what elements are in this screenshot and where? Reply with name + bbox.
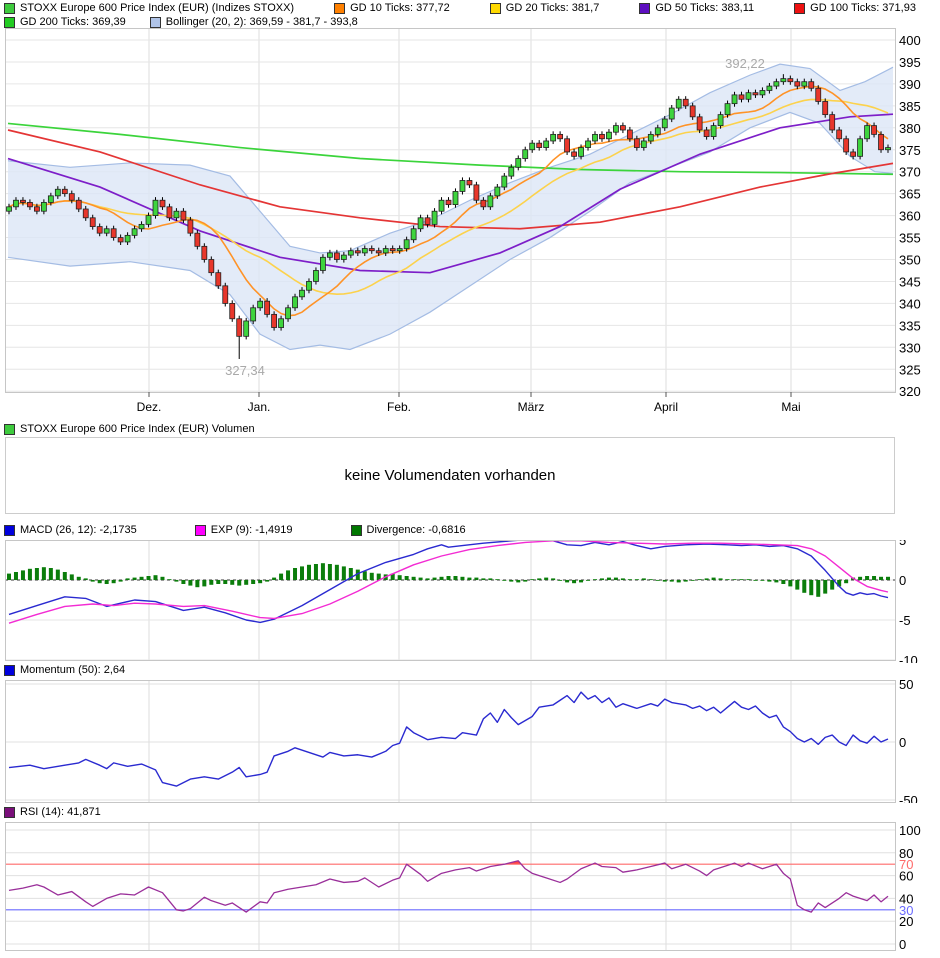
price-legend-row-1: STOXX Europe 600 Price Index (EUR) (Indi… — [4, 2, 916, 14]
gd20-swatch-icon — [489, 2, 501, 14]
macd-legend-row: MACD (26, 12): -2,1735 EXP (9): -1,4919 … — [4, 524, 466, 536]
svg-text:-50: -50 — [899, 793, 918, 803]
svg-text:80: 80 — [899, 846, 913, 861]
legend-gd20: GD 20 Ticks: 381,7 — [489, 2, 600, 14]
svg-text:März: März — [518, 400, 545, 414]
svg-text:380: 380 — [899, 121, 921, 136]
exp-label: EXP (9): -1,4919 — [210, 524, 293, 536]
rsi-chart-canvas[interactable]: 100 80 60 40 20 0 70 30 — [0, 822, 940, 952]
gd200-swatch-icon — [4, 16, 15, 28]
svg-text:50: 50 — [899, 680, 913, 692]
svg-text:30: 30 — [899, 903, 913, 918]
svg-text:385: 385 — [899, 99, 921, 114]
svg-text:320: 320 — [899, 384, 921, 399]
svg-text:-10: -10 — [899, 653, 918, 663]
volume-swatch-icon — [4, 423, 15, 435]
volume-empty-message: keine Volumendaten vorhanden — [344, 467, 556, 484]
legend-price-series: STOXX Europe 600 Price Index (EUR) (Indi… — [4, 2, 294, 14]
svg-text:20: 20 — [899, 914, 913, 929]
gd10-swatch-icon — [334, 2, 346, 14]
svg-text:0: 0 — [899, 735, 906, 750]
momentum-label: Momentum (50): 2,64 — [20, 664, 126, 676]
svg-text:370: 370 — [899, 165, 921, 180]
legend-momentum: Momentum (50): 2,64 — [4, 664, 125, 676]
divergence-label: Divergence: -0,6816 — [366, 524, 466, 536]
macd-swatch-icon — [4, 524, 15, 536]
svg-text:345: 345 — [899, 274, 921, 289]
svg-text:330: 330 — [899, 340, 921, 355]
momentum-chart-canvas[interactable]: 50 0 -50 — [0, 680, 940, 803]
svg-text:Mai: Mai — [781, 400, 800, 414]
svg-text:0: 0 — [899, 937, 906, 952]
svg-text:40: 40 — [899, 891, 913, 906]
svg-text:365: 365 — [899, 187, 921, 202]
svg-text:5: 5 — [899, 540, 906, 548]
volume-label: STOXX Europe 600 Price Index (EUR) Volum… — [20, 423, 255, 435]
legend-macd: MACD (26, 12): -2,1735 — [4, 524, 137, 536]
rsi-swatch-icon — [4, 806, 15, 818]
legend-bollinger: Bollinger (20, 2): 369,59 - 381,7 - 393,… — [149, 16, 358, 28]
macd-chart-canvas[interactable]: 5 0 -5 -10 — [0, 540, 940, 663]
legend-gd100: GD 100 Ticks: 371,93 — [794, 2, 916, 14]
price-series-label: STOXX Europe 600 Price Index (EUR) (Indi… — [20, 2, 295, 14]
svg-text:325: 325 — [899, 362, 921, 377]
gd100-swatch-icon — [794, 2, 806, 14]
svg-text:Dez.: Dez. — [137, 400, 162, 414]
bollinger-label: Bollinger (20, 2): 369,59 - 381,7 - 393,… — [165, 16, 358, 28]
svg-text:392,22: 392,22 — [725, 56, 765, 71]
volume-panel[interactable]: keine Volumendaten vorhanden — [5, 437, 895, 514]
price-chart-canvas[interactable]: 400 395 390 385 380 375 370 365 360 355 350 345 340 3… — [0, 28, 940, 420]
legend-volume: STOXX Europe 600 Price Index (EUR) Volum… — [4, 423, 255, 435]
divergence-swatch-icon — [350, 524, 362, 536]
svg-text:340: 340 — [899, 296, 921, 311]
gd10-label: GD 10 Ticks: 377,72 — [350, 2, 450, 14]
momentum-swatch-icon — [4, 664, 15, 676]
svg-text:70: 70 — [899, 857, 913, 872]
gd50-swatch-icon — [639, 2, 651, 14]
svg-text:April: April — [654, 400, 678, 414]
svg-text:100: 100 — [899, 823, 921, 838]
legend-gd200: GD 200 Ticks: 369,39 — [4, 16, 126, 28]
svg-text:0: 0 — [899, 573, 906, 588]
legend-divergence: Divergence: -0,6816 — [350, 524, 466, 536]
gd200-label: GD 200 Ticks: 369,39 — [20, 16, 126, 28]
gd50-label: GD 50 Ticks: 383,11 — [655, 2, 755, 14]
svg-text:-5: -5 — [899, 613, 911, 628]
price-legend-row-2: GD 200 Ticks: 369,39 Bollinger (20, 2): … — [4, 16, 358, 28]
legend-exp: EXP (9): -1,4919 — [194, 524, 293, 536]
macd-label: MACD (26, 12): -2,1735 — [20, 524, 137, 536]
svg-text:Feb.: Feb. — [387, 400, 411, 414]
svg-text:60: 60 — [899, 869, 913, 884]
svg-text:335: 335 — [899, 318, 921, 333]
svg-text:400: 400 — [899, 33, 921, 48]
exp-swatch-icon — [194, 524, 206, 536]
bollinger-swatch-icon — [149, 16, 161, 28]
svg-text:360: 360 — [899, 209, 921, 224]
rsi-legend-row: RSI (14): 41,871 — [4, 806, 101, 818]
momentum-legend-row: Momentum (50): 2,64 — [4, 664, 125, 676]
svg-text:390: 390 — [899, 77, 921, 92]
svg-text:327,34: 327,34 — [225, 363, 265, 378]
price-series-swatch-icon — [4, 2, 15, 14]
gd20-label: GD 20 Ticks: 381,7 — [505, 2, 600, 14]
svg-text:Jan.: Jan. — [248, 400, 271, 414]
legend-gd10: GD 10 Ticks: 377,72 — [334, 2, 450, 14]
gd100-label: GD 100 Ticks: 371,93 — [810, 2, 916, 14]
svg-text:350: 350 — [899, 253, 921, 268]
legend-gd50: GD 50 Ticks: 383,11 — [639, 2, 754, 14]
rsi-label: RSI (14): 41,871 — [20, 806, 101, 818]
svg-text:355: 355 — [899, 231, 921, 246]
legend-rsi: RSI (14): 41,871 — [4, 806, 101, 818]
svg-text:395: 395 — [899, 55, 921, 70]
volume-legend-row: STOXX Europe 600 Price Index (EUR) Volum… — [4, 423, 255, 435]
svg-text:375: 375 — [899, 143, 921, 158]
